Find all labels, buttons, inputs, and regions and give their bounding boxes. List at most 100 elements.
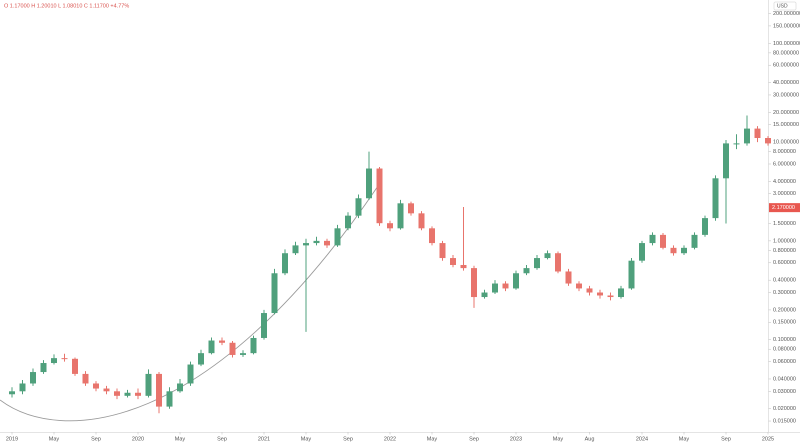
y-tick-label: 0.015000 — [773, 418, 796, 424]
candle-body — [628, 260, 635, 289]
x-tick-label: May — [301, 436, 312, 442]
candle-body — [670, 247, 677, 254]
candle-body — [187, 364, 194, 384]
y-tick-label: 0.300000 — [773, 290, 796, 296]
x-tick-label: Sep — [469, 436, 479, 442]
y-tick-label: 30.000000 — [773, 92, 799, 98]
price-label-box — [769, 203, 800, 213]
y-tick-label: 15.000000 — [773, 122, 799, 128]
y-tick-label: 3.000000 — [773, 191, 796, 197]
candle-body — [376, 168, 383, 224]
candle-body — [660, 234, 666, 248]
y-tick-label: 0.400000 — [773, 278, 796, 284]
candle-body — [492, 283, 498, 293]
x-tick-label: 2022 — [384, 436, 396, 442]
candle-body — [733, 143, 740, 145]
candle-body — [229, 342, 236, 355]
candle-body — [639, 243, 645, 261]
candle-body — [198, 353, 204, 365]
x-tick-label: Aug — [585, 436, 595, 442]
x-tick-label: Sep — [721, 436, 731, 442]
candle-body — [723, 143, 729, 179]
candle-body — [397, 203, 404, 229]
candle-body — [166, 391, 173, 407]
candle-body — [355, 198, 362, 216]
y-tick-label: 0.600000 — [773, 260, 796, 266]
candle-body — [93, 383, 99, 389]
x-tick-label: 2019 — [6, 436, 18, 442]
y-tick-label: 20.000000 — [773, 110, 799, 116]
candle-body — [313, 240, 320, 244]
candle-body — [124, 392, 131, 396]
candle-body — [177, 383, 183, 392]
y-tick-label: 10.000000 — [773, 140, 799, 146]
candle-body — [219, 340, 225, 343]
x-tick-label: 2021 — [258, 436, 270, 442]
y-tick-label: 0.200000 — [773, 307, 796, 313]
y-tick-label: 40.000000 — [773, 80, 799, 86]
currency[interactable]: USD — [777, 4, 788, 10]
y-tick-label: 8.000000 — [773, 149, 796, 155]
candle-body — [345, 215, 351, 229]
y-tick-label: 0.040000 — [773, 376, 796, 382]
y-tick-label: 4.000000 — [773, 179, 796, 185]
candle-body — [471, 268, 477, 298]
candle-body — [51, 358, 57, 364]
candle-body — [649, 234, 656, 244]
candle-body — [261, 313, 267, 338]
candle-body — [408, 203, 414, 214]
candle-body — [534, 258, 540, 269]
candle-body — [744, 128, 750, 144]
candle-body — [40, 363, 47, 373]
candle-body — [61, 358, 68, 360]
currency-box[interactable] — [773, 1, 797, 11]
candle-body — [387, 223, 393, 229]
candle-body — [208, 340, 215, 354]
candle-body — [418, 213, 425, 229]
candle-body — [303, 243, 309, 246]
candle-body — [19, 383, 26, 392]
candle-body — [513, 273, 519, 289]
y-tick-label: 100.000000 — [773, 41, 800, 47]
x-tick-label: Sep — [91, 436, 101, 442]
candle-body — [282, 253, 288, 274]
candle-body — [9, 391, 15, 395]
candle-body — [523, 268, 530, 274]
x-tick-label: 2020 — [132, 436, 144, 442]
candle-body — [481, 292, 488, 298]
y-tick-label: 80.000000 — [773, 50, 799, 56]
candle-body — [135, 392, 141, 396]
price-label: 2.170000 — [772, 205, 795, 211]
candle-body — [681, 247, 687, 254]
x-tick-label: Sep — [217, 436, 227, 442]
x-tick-label: 2023 — [510, 436, 522, 442]
x-tick-label: Sep — [343, 436, 353, 442]
y-tick-label: 200.000000 — [773, 11, 800, 17]
y-tick-label: 0.100000 — [773, 337, 796, 343]
candle-body — [565, 271, 572, 284]
x-tick-label: May — [49, 436, 60, 442]
candle-body — [607, 295, 614, 298]
candle-body — [618, 288, 624, 298]
candle-body — [765, 138, 771, 144]
x-tick-label: May — [427, 436, 438, 442]
candle-body — [30, 372, 36, 384]
candle-body — [292, 245, 299, 254]
candle-body — [691, 234, 698, 248]
y-tick-label: 6.000000 — [773, 161, 796, 167]
candle-body — [439, 243, 446, 259]
candle-body — [366, 168, 372, 199]
candle-body — [555, 253, 561, 272]
ohlc-legend: O 1.17000 H 1.20010 L 1.08010 C 1.11700 … — [4, 3, 129, 9]
x-tick-label: May — [553, 436, 564, 442]
candle-body — [502, 283, 509, 289]
candle-body — [597, 292, 603, 296]
candle-body — [250, 337, 257, 354]
candle-body — [271, 273, 278, 314]
candle-body — [450, 258, 456, 265]
x-tick-label: 2025 — [762, 436, 774, 442]
candle-body — [712, 178, 719, 219]
y-tick-label: 0.020000 — [773, 406, 796, 412]
candle-body — [324, 240, 330, 246]
